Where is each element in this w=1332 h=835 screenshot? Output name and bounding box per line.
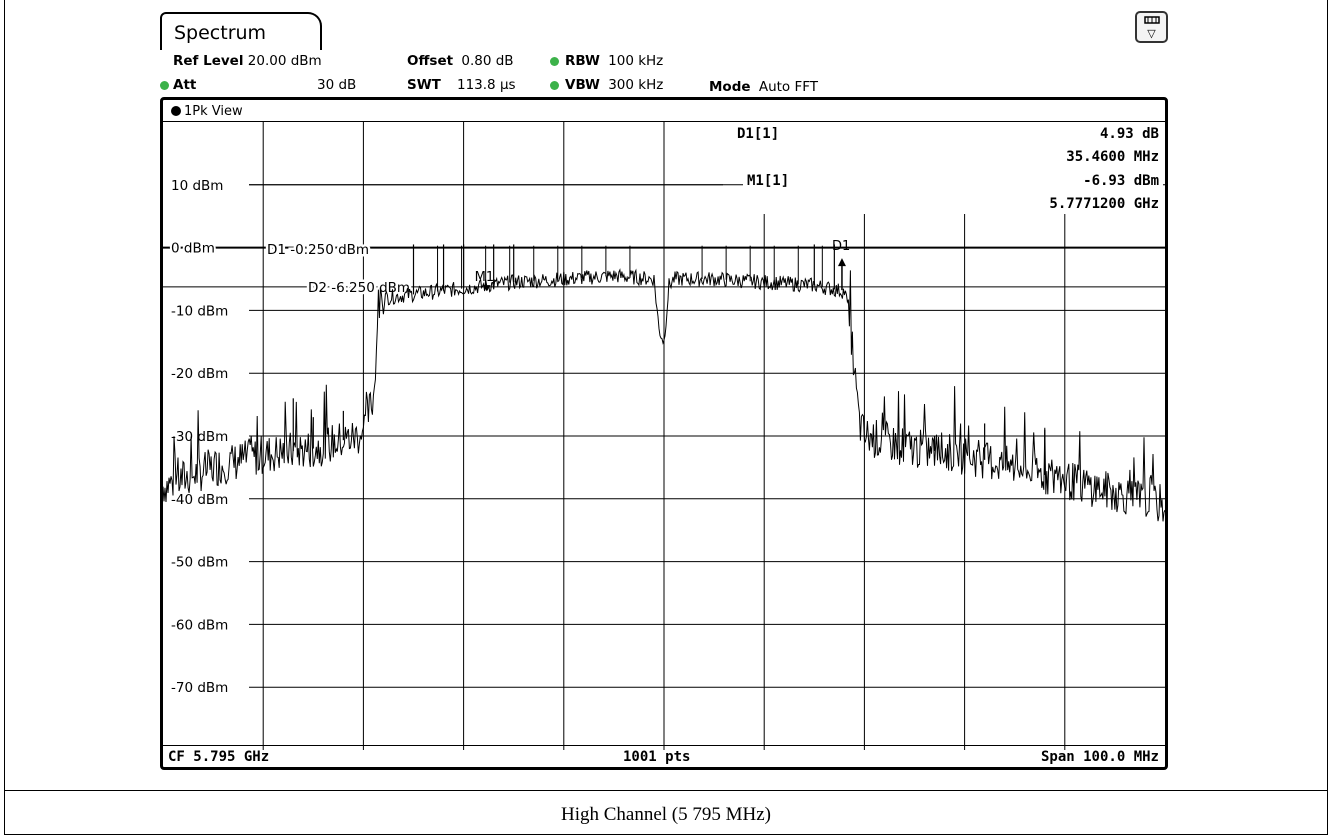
trace-indicator-icon bbox=[171, 106, 181, 116]
view-label-text: 1Pk View bbox=[184, 104, 243, 119]
marker-table-d1-level: 4.93 dB bbox=[1100, 126, 1159, 142]
y-tick-label: 10 dBm bbox=[171, 178, 223, 194]
menu-dropdown-icon bbox=[1143, 16, 1160, 24]
att-coupled-indicator bbox=[160, 81, 169, 90]
marker-table-m1-freq: 5.7771200 GHz bbox=[1049, 196, 1159, 212]
y-tick-label: -10 dBm bbox=[171, 303, 228, 319]
y-tick-label: -40 dBm bbox=[171, 492, 228, 508]
y-tick-label: 0 dBm bbox=[171, 241, 215, 257]
ref-level-label: Ref Level bbox=[173, 53, 244, 69]
swt-value: 113.8 µs bbox=[457, 77, 516, 93]
y-tick-label: -70 dBm bbox=[171, 680, 228, 696]
trace-line bbox=[163, 268, 1165, 522]
att-label: Att bbox=[173, 77, 197, 93]
marker-table: D1[1] 4.93 dB 35.4600 MHz M1[1] -6.93 dBm 5.7… bbox=[169, 122, 1163, 214]
marker-m1-label: M1 bbox=[475, 270, 495, 285]
marker-table-m1-level: -6.93 dBm bbox=[1083, 173, 1159, 189]
rbw-label: RBW bbox=[565, 53, 600, 69]
offset-value: 0.80 dB bbox=[461, 53, 514, 69]
sweep-points: 1001 pts bbox=[623, 749, 691, 765]
y-tick-label: -50 dBm bbox=[171, 555, 228, 571]
offset-label: Offset bbox=[407, 53, 454, 69]
spectrum-plot: 10 dBm 0 dBm -10 dBm -20 dBm -30 dBm -40 dBm -… bbox=[163, 122, 1165, 750]
menu-dropdown-button[interactable]: ▽ bbox=[1135, 11, 1168, 43]
rbw-coupled-indicator bbox=[550, 57, 559, 66]
mode-label: Mode bbox=[709, 79, 751, 95]
trace-layer bbox=[163, 244, 1165, 522]
y-axis-labels: 10 dBm 0 dBm -10 dBm -20 dBm -30 dBm -40 dBm -… bbox=[169, 176, 230, 698]
vbw-coupled-indicator bbox=[550, 81, 559, 90]
tab-label: Spectrum bbox=[174, 22, 267, 44]
view-label: 1Pk View bbox=[171, 104, 243, 119]
plot-footer: CF 5.795 GHz 1001 pts Span 100.0 MHz bbox=[163, 745, 1165, 767]
ref-level-value: 20.00 dBm bbox=[247, 53, 322, 69]
marker-table-background bbox=[723, 122, 1163, 214]
y-tick-label: -60 dBm bbox=[171, 617, 228, 633]
att-value: 30 dB bbox=[317, 77, 357, 93]
display-line-label: D2 -6.250 dBm bbox=[308, 280, 410, 296]
marker-d1-icon bbox=[837, 258, 846, 267]
swt-label: SWT bbox=[407, 77, 441, 93]
span: Span 100.0 MHz bbox=[1040, 749, 1159, 765]
rbw-value: 100 kHz bbox=[608, 53, 664, 69]
marker-d1-label: D1 bbox=[832, 239, 850, 254]
marker-table-m1-name: M1[1] bbox=[747, 173, 789, 189]
measurement-screen: 1Pk View 10 dBm 0 dBm -10 dBm -20 dBm -30 dB… bbox=[160, 97, 1168, 770]
tab-spectrum[interactable]: Spectrum bbox=[160, 12, 322, 50]
marker-table-d1-name: D1[1] bbox=[737, 126, 779, 142]
y-tick-label: -30 dBm bbox=[171, 429, 228, 445]
marker-m1-icon bbox=[482, 285, 491, 292]
mode-value: Auto FFT bbox=[758, 79, 819, 95]
spectrum-analyzer-window: Spectrum ▽ Ref Level 20.00 dBm Offset 0.… bbox=[157, 10, 1170, 770]
marker-table-d1-freq: 35.4600 MHz bbox=[1066, 149, 1159, 165]
view-separator bbox=[163, 121, 1165, 122]
y-tick-label: -20 dBm bbox=[171, 366, 228, 382]
display-line-label: D1 -0.250 dBm bbox=[267, 242, 369, 258]
vbw-value: 300 kHz bbox=[608, 77, 664, 93]
caption-row bbox=[4, 790, 1328, 835]
marker-layer: M1 D1 bbox=[475, 239, 850, 292]
y-tick-label: 10 dBm bbox=[171, 178, 223, 194]
figure-caption: High Channel (5 795 MHz) bbox=[560, 804, 772, 825]
vbw-label: VBW bbox=[565, 77, 600, 93]
center-frequency: CF 5.795 GHz bbox=[168, 749, 270, 765]
menu-arrow-icon: ▽ bbox=[1147, 27, 1156, 40]
